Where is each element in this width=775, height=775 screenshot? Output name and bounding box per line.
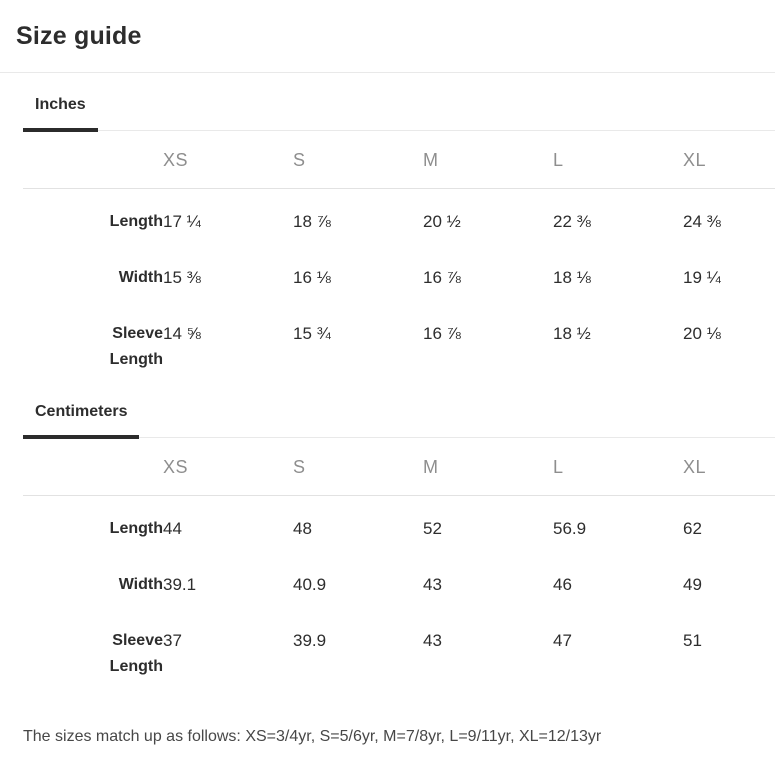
section-inches: Inches XS S M L XL Length 17 ¼ 18 ⅞ 20 ½…	[0, 73, 775, 383]
column-header-xl: XL	[683, 456, 707, 477]
table-cell: 17 ¼	[163, 212, 201, 231]
table-cell: 39.9	[293, 631, 327, 650]
column-header-s: S	[293, 456, 306, 477]
tab-baseline	[97, 130, 775, 131]
table-cell: 15 ¾	[293, 324, 331, 343]
table-cell: 39.1	[163, 575, 197, 594]
column-header-xs: XS	[163, 149, 189, 170]
tab-inches-underline	[23, 128, 98, 132]
tab-inches[interactable]: Inches	[23, 73, 98, 132]
table-cell: 43	[423, 631, 442, 650]
header-divider	[0, 72, 775, 73]
row-label: Width	[118, 576, 163, 593]
table-cell: 51	[683, 631, 702, 650]
column-header-l: L	[553, 149, 564, 170]
table-row-sleeve-length: Sleeve Length 14 ⅝ 15 ¾ 16 ⅞ 18 ½ 20 ⅛	[23, 301, 775, 383]
size-table-centimeters: XS S M L XL Length 44 48 52 56.9 62 Widt…	[23, 439, 775, 690]
table-cell: 18 ½	[553, 324, 591, 343]
table-cell: 43	[423, 575, 442, 594]
row-label: Sleeve Length	[109, 632, 163, 675]
table-cell: 20 ⅛	[683, 324, 721, 343]
size-table-inches: XS S M L XL Length 17 ¼ 18 ⅞ 20 ½ 22 ⅜ 2…	[23, 132, 775, 383]
table-header-row: XS S M L XL	[23, 439, 775, 496]
row-label: Length	[109, 520, 163, 537]
table-cell: 52	[423, 519, 442, 538]
tab-inches-label: Inches	[35, 96, 86, 113]
row-label: Length	[109, 213, 163, 230]
table-cell: 16 ⅛	[293, 268, 331, 287]
table-cell: 49	[683, 575, 702, 594]
table-cell: 20 ½	[423, 212, 461, 231]
table-cell: 56.9	[553, 519, 587, 538]
table-row-length: Length 17 ¼ 18 ⅞ 20 ½ 22 ⅜ 24 ⅜	[23, 189, 775, 245]
table-cell: 18 ⅛	[553, 268, 591, 287]
table-cell: 16 ⅞	[423, 268, 461, 287]
column-header-m: M	[423, 149, 439, 170]
table-cell: 16 ⅞	[423, 324, 461, 343]
table-row-width: Width 39.1 40.9 43 46 49	[23, 552, 775, 608]
sizes-footnote: The sizes match up as follows: XS=3/4yr,…	[23, 728, 602, 745]
page-title: Size guide	[16, 22, 142, 50]
table-cell: 24 ⅜	[683, 212, 721, 231]
table-row-length: Length 44 48 52 56.9 62	[23, 496, 775, 552]
tab-baseline	[139, 437, 775, 438]
table-cell: 44	[163, 519, 182, 538]
table-cell: 47	[553, 631, 572, 650]
table-cell: 19 ¼	[683, 268, 721, 287]
tab-row-inches: Inches	[23, 73, 775, 132]
section-centimeters: Centimeters XS S M L XL Length 44 48 52 …	[0, 383, 775, 690]
table-cell: 37	[163, 631, 182, 650]
table-cell: 14 ⅝	[163, 324, 201, 343]
table-cell: 46	[553, 575, 572, 594]
column-header-m: M	[423, 456, 439, 477]
column-header-xl: XL	[683, 149, 707, 170]
table-header-row: XS S M L XL	[23, 132, 775, 189]
tab-centimeters[interactable]: Centimeters	[23, 383, 140, 439]
row-label: Width	[118, 269, 163, 286]
table-cell: 18 ⅞	[293, 212, 331, 231]
column-header-l: L	[553, 456, 564, 477]
column-header-s: S	[293, 149, 306, 170]
tab-centimeters-underline	[23, 435, 140, 439]
table-row-width: Width 15 ⅜ 16 ⅛ 16 ⅞ 18 ⅛ 19 ¼	[23, 245, 775, 301]
table-cell: 40.9	[293, 575, 327, 594]
table-cell: 48	[293, 519, 312, 538]
tab-row-centimeters: Centimeters	[23, 383, 775, 439]
tab-centimeters-label: Centimeters	[35, 403, 128, 420]
table-cell: 15 ⅜	[163, 268, 201, 287]
table-row-sleeve-length: Sleeve Length 37 39.9 43 47 51	[23, 608, 775, 690]
column-header-xs: XS	[163, 456, 189, 477]
row-label: Sleeve Length	[109, 325, 163, 368]
table-cell: 62	[683, 519, 702, 538]
table-cell: 22 ⅜	[553, 212, 591, 231]
